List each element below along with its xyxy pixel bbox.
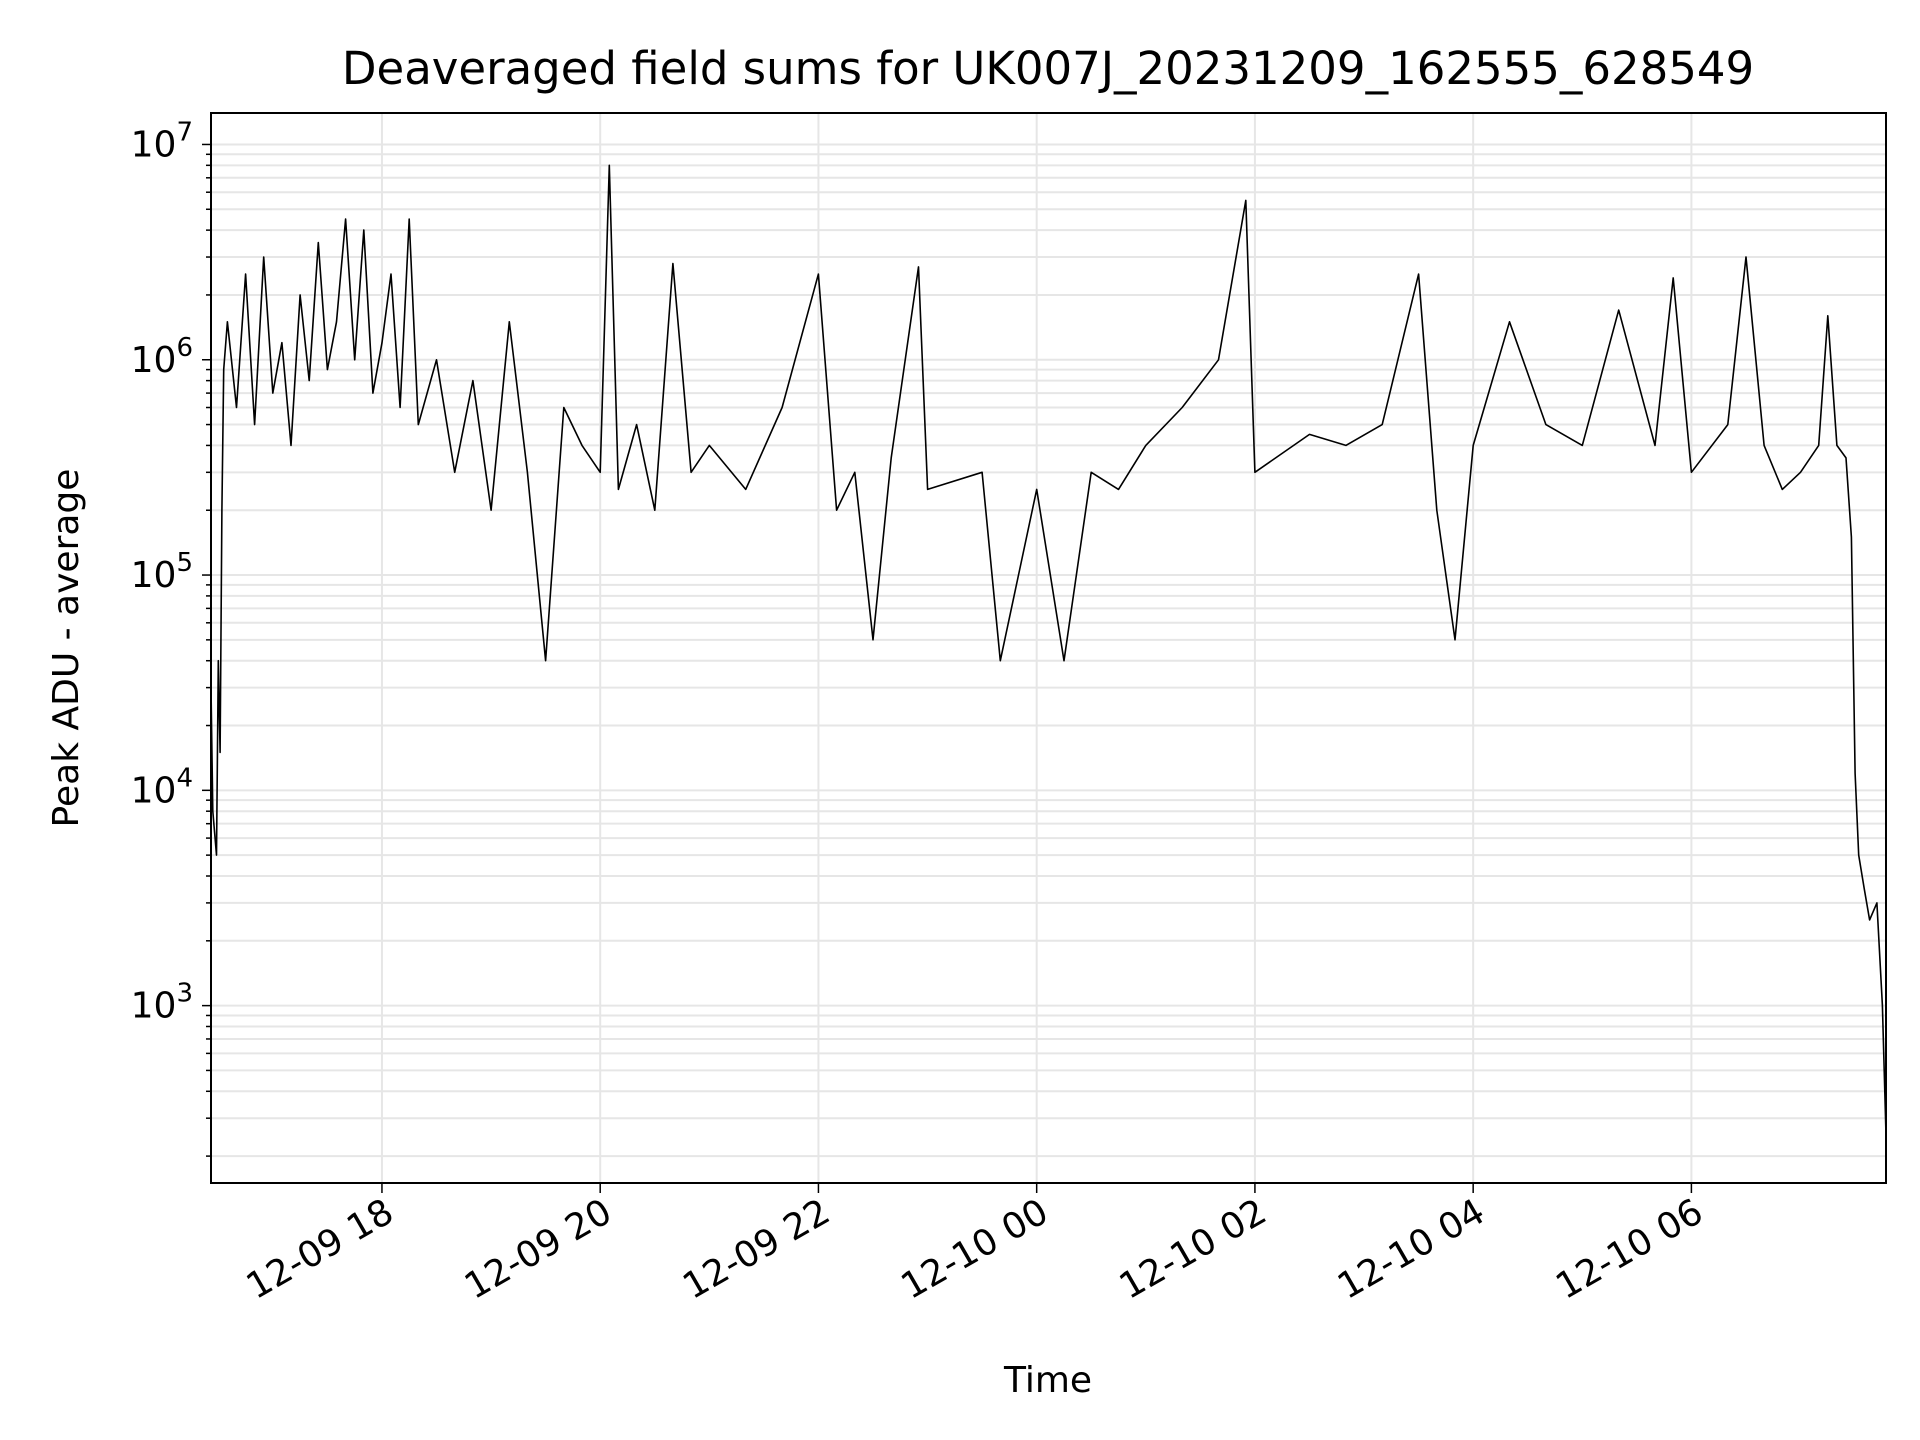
y-tick-label: 103: [131, 979, 193, 1027]
x-axis-label: Time: [1003, 1360, 1092, 1401]
y-tick-label: 105: [131, 548, 193, 596]
plot-frame: [210, 112, 1887, 1184]
y-tick-label: 104: [131, 763, 193, 811]
y-axis-label: Peak ADU - average: [46, 469, 87, 828]
series-layer: [210, 164, 1887, 1136]
grid-lines: [211, 113, 1886, 1183]
chart-title: Deaveraged field sums for UK007J_2023120…: [342, 42, 1754, 95]
y-axis: 103 104 105 106 107: [131, 117, 211, 1157]
y-tick-label: 106: [131, 333, 193, 381]
series-line: [210, 164, 1887, 1136]
y-tick-label: 107: [131, 117, 193, 165]
